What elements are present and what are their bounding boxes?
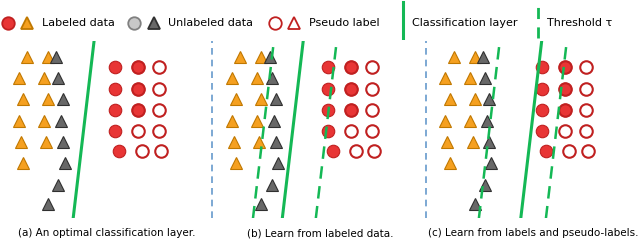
Text: (c) Learn from labels and pseudo-labels.: (c) Learn from labels and pseudo-labels.	[428, 228, 639, 238]
Text: Classification layer: Classification layer	[412, 18, 518, 28]
Text: (a) An optimal classification layer.: (a) An optimal classification layer.	[18, 228, 195, 238]
Text: (b) Learn from labeled data.: (b) Learn from labeled data.	[247, 228, 393, 238]
Text: Labeled data: Labeled data	[42, 18, 115, 28]
Text: Unlabeled data: Unlabeled data	[168, 18, 253, 28]
Text: Pseudo label: Pseudo label	[309, 18, 380, 28]
Text: Threshold τ: Threshold τ	[547, 18, 612, 28]
